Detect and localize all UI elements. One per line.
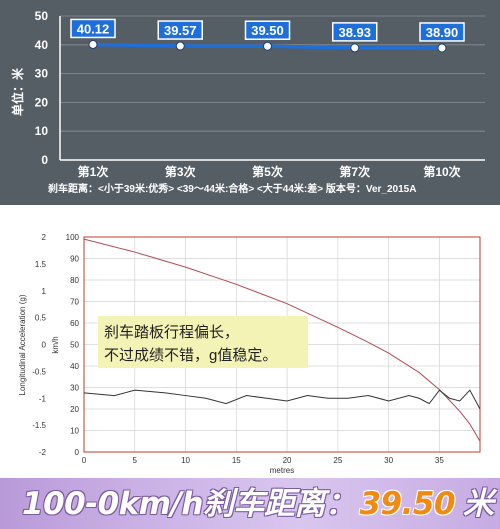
top-data-label-box [157, 20, 203, 40]
bottom-x-tick-labels: 0 5 10 15 20 25 30 35 [82, 456, 445, 465]
right-y-tick-label: 30 [70, 384, 79, 393]
top-y-tick-label: 20 [35, 95, 49, 109]
left-y-tick-label: 2 [42, 233, 47, 242]
right-y-tick-label: 0 [75, 448, 80, 457]
speed-series-line [83, 238, 481, 442]
bottom-x-tick-label: 10 [181, 456, 190, 465]
bottom-series-lines [83, 238, 481, 442]
left-y-tick-label: 0 [42, 341, 47, 350]
top-data-label-box [419, 22, 465, 42]
top-y-axis-label: 单位：米 [10, 67, 25, 116]
top-data-point [263, 41, 272, 51]
right-y-tick-label: 90 [70, 255, 79, 264]
bottom-x-axis-label: metres [270, 466, 294, 475]
braking-distance-chart: 0 10 20 30 40 50 第1次 第3次 第5次 第7次 第10次 单位：米 40.12 3… [10, 9, 485, 195]
top-y-tick-labels: 0 10 20 30 40 50 [35, 9, 49, 167]
bottom-x-tick-label: 25 [333, 456, 342, 465]
top-x-tick-label: 第1次 [78, 164, 109, 179]
annotation-line-2: 不过成绩不错，g值稳定。 [104, 347, 277, 364]
top-data-point [437, 43, 447, 53]
left-y-tick-label: 0.5 [35, 314, 47, 323]
top-y-tick-label: 40 [35, 38, 49, 52]
top-y-tick-label: 50 [35, 9, 49, 23]
bottom-x-tick-label: 30 [384, 456, 393, 465]
result-banner: 100-0km/h刹车距离： 39.50 米 [0, 478, 500, 529]
annotation-line-1: 刹车踏板行程偏长， [104, 323, 239, 341]
bottom-x-tick-label: 5 [133, 456, 138, 465]
bottom-x-tick-label: 35 [435, 456, 444, 465]
left-y-tick-label: -1.5 [32, 421, 46, 430]
top-data-labels: 40.12 39.57 39.50 38.93 38.90 [70, 18, 465, 42]
top-data-point [88, 39, 98, 49]
banner-value: 39.50 [359, 486, 456, 522]
left-y-axis-label: Longitudinal Acceleration (g) [18, 294, 27, 395]
right-y-axis-label: km/h [51, 336, 60, 353]
top-data-label: 38.90 [426, 25, 459, 40]
banner-text: 100-0km/h刹车距离： 39.50 米 [22, 482, 494, 526]
left-y-tick-label: 1.5 [35, 260, 47, 269]
top-data-label-box [70, 18, 116, 39]
top-x-tick-label: 第10次 [423, 164, 460, 179]
top-y-tick-label: 10 [35, 124, 49, 138]
top-chart-footer: 刹车距离：<小于39米:优秀> <39～44米:合格> <大于44米:差> 版本… [48, 182, 416, 195]
top-x-tick-label: 第3次 [165, 164, 196, 179]
right-y-tick-label: 100 [66, 233, 80, 242]
top-data-label: 39.50 [251, 23, 284, 38]
deceleration-chart: -2-1.5-1-0.500.511.52 010203040506070809… [18, 233, 481, 475]
left-y-tick-label: 1 [42, 287, 47, 296]
top-x-tick-label: 第5次 [252, 164, 283, 179]
panel-divider [0, 205, 500, 227]
top-axes [59, 16, 485, 161]
top-data-label: 39.57 [164, 23, 197, 38]
top-data-label: 38.93 [338, 25, 371, 40]
top-data-label: 40.12 [77, 21, 110, 36]
bottom-x-tick-label: 20 [283, 456, 292, 465]
bottom-x-tick-label: 15 [232, 456, 241, 465]
acceleration-series-line [83, 389, 481, 410]
right-y-tick-label: 40 [70, 362, 79, 371]
right-y-tick-label: 80 [70, 276, 79, 285]
bottom-chart-panel: -2 -1.5 -1 -0.5 0 0.5 1 1.5 2 0 10 20 30 40 50 60 70 80 9… [0, 227, 500, 477]
top-y-tick-label: 0 [41, 153, 48, 167]
banner-prefix: 100-0km/h刹车距离： [22, 486, 356, 522]
top-data-point [175, 41, 185, 51]
left-y-tick-label: -2 [39, 448, 47, 457]
right-y-tick-label: 60 [70, 319, 79, 328]
right-y-tick-label: 70 [70, 298, 79, 307]
top-data-label-box [244, 20, 291, 40]
bottom-plot-border [83, 236, 481, 453]
annotation-box [98, 316, 308, 368]
top-y-tick-label: 30 [35, 67, 49, 81]
top-x-tick-labels: 第1次 第3次 第5次 第7次 第10次 [78, 164, 461, 179]
right-y-tick-label: 10 [70, 427, 79, 436]
left-y-tick-label: -1 [39, 394, 47, 403]
right-y-tick-labels: 0 10 20 30 40 50 60 70 80 90 100 [66, 233, 80, 457]
right-y-tick-label: 50 [70, 341, 79, 350]
banner-unit: 米 [463, 486, 494, 522]
right-y-tick-label: 20 [70, 405, 79, 414]
bottom-x-tick-label: 0 [82, 456, 87, 465]
left-y-tick-labels: -2 -1.5 -1 -0.5 0 0.5 1 1.5 2 [32, 233, 46, 457]
top-x-tick-label: 第7次 [339, 164, 370, 179]
top-data-label-box [332, 22, 378, 42]
left-y-tick-label: -0.5 [32, 367, 46, 376]
top-series-line [88, 39, 447, 53]
top-chart-panel: 0 10 20 30 40 50 第1次 第3次 第5次 第7次 第10次 单位：米 40.12 3… [0, 0, 500, 205]
top-data-point [350, 43, 360, 53]
